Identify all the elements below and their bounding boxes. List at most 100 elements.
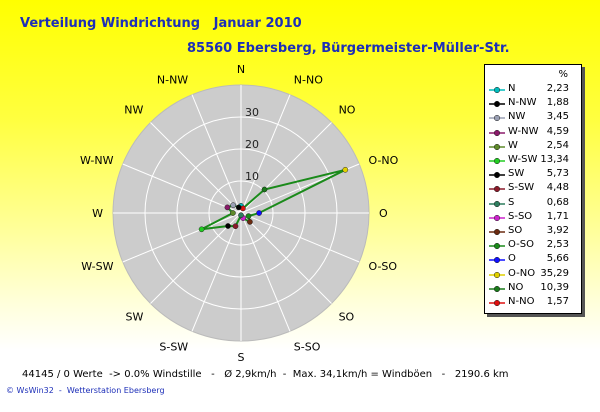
legend-label: SO (508, 225, 523, 236)
legend-marker (489, 101, 505, 108)
legend-value: 3,45 (546, 111, 569, 123)
legend-entry: S 0,68 (485, 197, 581, 211)
legend-label: S-SO (508, 210, 533, 222)
legend-marker (489, 243, 505, 250)
direction-label: S-SW (159, 340, 188, 353)
chart-title: Verteilung Windrichtung Januar 2010 (20, 16, 302, 31)
legend-value: 2,53 (546, 239, 569, 251)
legend-label: S (508, 196, 515, 208)
legend-value: 1,88 (546, 97, 569, 109)
chart-subtitle: 85560 Ebersberg, Bürgermeister-Müller-St… (187, 41, 510, 56)
legend-entry: W-SW 13,34 (485, 154, 581, 168)
legend-marker (489, 285, 505, 292)
direction-label: N (237, 63, 245, 76)
ring-tick-label: 30 (245, 106, 259, 119)
legend-marker (489, 86, 505, 94)
legend-label: W-SW (508, 154, 538, 165)
legend-entry: NW 3,45 (485, 111, 581, 125)
direction-label: S (238, 351, 245, 364)
legend-entry: NO 10,39 (485, 282, 581, 296)
legend-entry: N-NW 1,88 (485, 97, 581, 111)
legend-entry: W-NW 4,59 (485, 126, 581, 140)
legend-label: O-SO (508, 239, 534, 251)
data-point (232, 223, 239, 230)
legend-label: N (508, 83, 516, 94)
legend-value: 35,29 (540, 267, 569, 279)
legend-value: 13,34 (540, 154, 569, 165)
legend: % N 2,23 N-NW 1,88 NW 3,45 W-NW 4,59 W 2,54 W-SW 13… (484, 64, 582, 314)
grid-spoke (191, 212, 242, 332)
legend-value: 1,71 (546, 210, 569, 222)
legend-value: 3,92 (546, 225, 569, 236)
legend-entry: O-SO 2,53 (485, 239, 581, 253)
direction-label: SW (126, 311, 144, 324)
legend-label: NW (508, 111, 526, 123)
grid-spoke (122, 163, 242, 214)
data-point (247, 219, 253, 225)
direction-label: N-NO (294, 74, 323, 87)
legend-marker (489, 186, 505, 193)
data-point (342, 166, 349, 173)
data-point (238, 212, 244, 219)
legend-entry: N 2,23 (485, 83, 581, 97)
ring-tick-label: 10 (245, 170, 259, 183)
data-point (245, 213, 252, 219)
direction-label: O-SO (368, 260, 397, 273)
legend-label: W-NW (508, 125, 539, 137)
data-point (225, 223, 231, 229)
data-point (230, 210, 236, 216)
legend-value: 5,73 (546, 168, 569, 180)
legend-value: 1,57 (546, 296, 569, 307)
legend-label: NO (508, 281, 524, 293)
grid-spoke (240, 212, 360, 263)
legend-marker (489, 257, 505, 264)
legend-label: N-NO (508, 296, 535, 307)
direction-label: W-NW (80, 154, 114, 167)
data-point (230, 202, 237, 209)
legend-marker (489, 172, 505, 179)
legend-label: S-SW (508, 182, 535, 194)
legend-label: SW (508, 168, 525, 180)
legend-value: 5,66 (546, 253, 569, 265)
footer-credit: © WsWin32 - Wetterstation Ebersberg (6, 386, 165, 395)
grid-spoke (240, 212, 291, 332)
grid-spoke (150, 212, 242, 304)
legend-entry: S-SO 1,71 (485, 211, 581, 225)
direction-label: O (379, 207, 388, 220)
direction-label: W-SW (81, 260, 113, 273)
direction-label: S-SO (294, 340, 321, 353)
legend-value: 0,68 (546, 196, 569, 208)
legend-marker (489, 115, 505, 122)
grid-spoke (150, 122, 242, 214)
legend-value: 10,39 (540, 281, 569, 293)
legend-value: 2,54 (546, 139, 569, 151)
legend-entry: SW 5,73 (485, 168, 581, 182)
legend-entry: O 5,66 (485, 253, 581, 267)
grid-spoke (240, 212, 332, 304)
legend-value: 4,48 (546, 182, 569, 194)
grid-spoke (122, 212, 242, 263)
direction-label: SO (339, 311, 355, 324)
legend-entry: SO 3,92 (485, 225, 581, 239)
legend-marker (489, 143, 505, 150)
data-point (224, 204, 231, 211)
legend-marker (489, 129, 505, 136)
legend-marker (489, 299, 505, 307)
legend-marker (489, 157, 505, 165)
ring-tick-label: 20 (245, 138, 259, 151)
legend-label: O-NO (508, 267, 536, 279)
direction-label: N-NW (157, 74, 188, 87)
legend-label: N-NW (508, 97, 537, 109)
direction-label: O-NO (368, 154, 398, 167)
grid-spoke (191, 94, 242, 214)
legend-entry: N-NO 1,57 (485, 296, 581, 310)
direction-label: NW (124, 103, 143, 116)
legend-entry: S-SW 4,48 (485, 182, 581, 196)
legend-marker (489, 271, 505, 278)
data-point (235, 204, 242, 211)
legend-entry: O-NO 35,29 (485, 268, 581, 282)
legend-value: 4,59 (546, 125, 569, 137)
data-point (198, 226, 205, 233)
legend-value: 2,23 (546, 83, 569, 94)
